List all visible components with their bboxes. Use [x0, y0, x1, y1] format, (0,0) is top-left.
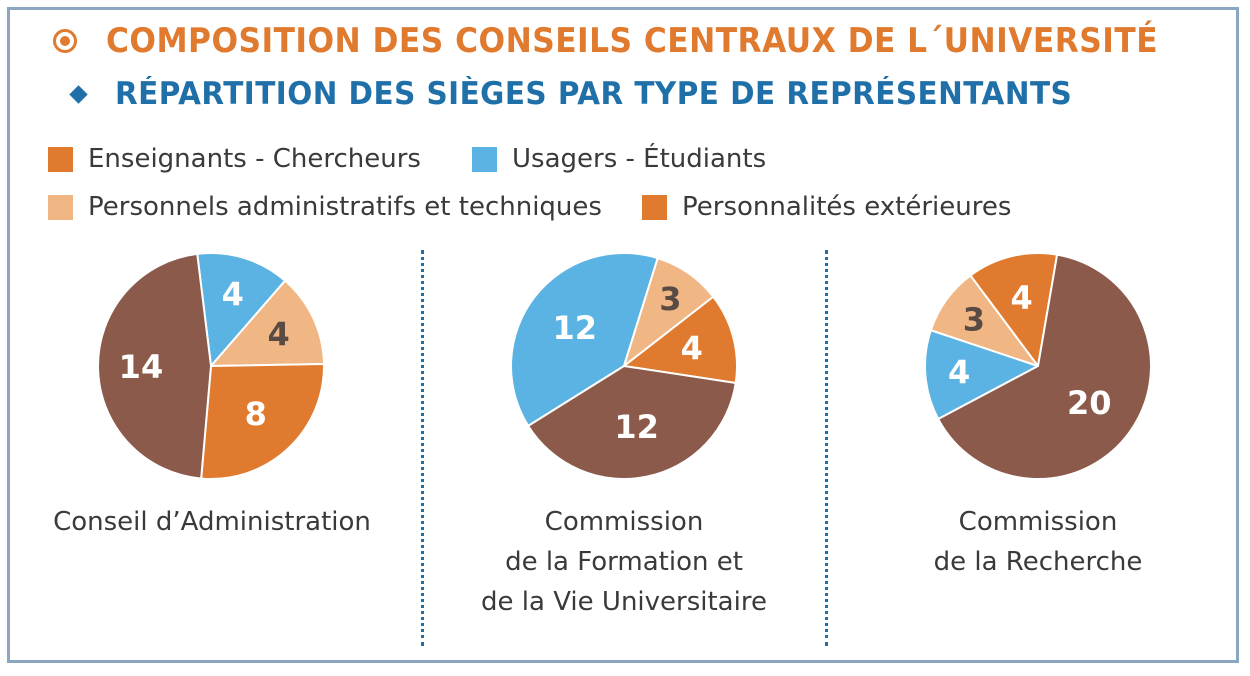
subtitle-row: RÉPARTITION DES SIÈGES PAR TYPE DE REPRÉ… — [69, 74, 1123, 114]
pie-chart-formation: 12 34 12 — [510, 252, 738, 480]
legend-item-usagers: Usagers - Étudiants — [472, 144, 766, 174]
pie-slice-value-label: 12 — [614, 408, 659, 446]
pie-slice-value-label: 3 — [659, 280, 681, 318]
pie-slice-value-label: 4 — [681, 329, 703, 367]
pie-slice — [969, 252, 1059, 369]
legend-item-enseignants: Enseignants - Chercheurs — [48, 144, 421, 174]
legend-label: Personnalités extérieures — [682, 192, 1012, 222]
pie-slice — [97, 252, 213, 480]
pie-caption-conseil-administration: Conseil d’Administration — [32, 502, 392, 542]
pie-caption-formation: Commission de la Formation et de la Vie … — [444, 502, 804, 622]
legend-item-personnalites: Personnalités extérieures — [642, 192, 1011, 222]
pie-caption-line: de la Formation et — [505, 547, 743, 577]
pie-caption-line: de la Recherche — [933, 547, 1143, 577]
chart-frame — [7, 7, 1239, 663]
divider-1 — [421, 250, 424, 646]
pie-slice — [200, 363, 325, 480]
legend-item-personnels: Personnels administratifs et techniques — [48, 192, 602, 222]
pie-caption-line: de la Vie Universitaire — [481, 587, 767, 617]
legend-label: Enseignants - Chercheurs — [88, 144, 421, 174]
pie-slice — [208, 279, 326, 368]
target-icon — [52, 28, 78, 54]
pie-caption-recherche: Commission de la Recherche — [858, 502, 1218, 582]
pie-slice — [936, 253, 1152, 480]
pie-caption-line: Conseil d’Administration — [53, 507, 371, 537]
pie-caption-line: Commission — [544, 507, 704, 537]
pie-slice-value-label: 12 — [553, 309, 598, 347]
pie-slice-value-label: 14 — [119, 348, 164, 386]
pie-slice — [196, 252, 287, 369]
page-title: COMPOSITION DES CONSEILS CENTRAUX DE L´U… — [106, 21, 1159, 61]
pie-slice-value-label: 20 — [1067, 384, 1112, 422]
pie-slice-value-label: 4 — [267, 315, 289, 353]
legend-label: Personnels administratifs et techniques — [88, 192, 602, 222]
pie-slice-value-label: 3 — [963, 301, 985, 339]
pie-slice — [510, 252, 659, 428]
pie-slice — [924, 328, 1041, 421]
legend-label: Usagers - Étudiants — [512, 144, 767, 174]
pie-slice — [526, 364, 737, 480]
pie-slice-value-label: 4 — [948, 354, 970, 392]
legend-swatch — [48, 194, 73, 220]
divider-2 — [825, 250, 828, 646]
title-row: COMPOSITION DES CONSEILS CENTRAUX DE L´U… — [52, 18, 1250, 64]
legend-swatch — [48, 146, 73, 172]
pie-slice-value-label: 8 — [245, 395, 267, 433]
pie-slice — [621, 295, 738, 385]
page-subtitle: RÉPARTITION DES SIÈGES PAR TYPE DE REPRÉ… — [115, 76, 1073, 112]
pie-slice-value-label: 4 — [1011, 279, 1033, 317]
pie-caption-line: Commission — [958, 507, 1118, 537]
legend-swatch — [642, 194, 667, 220]
pie-chart-conseil-administration: 44 8 14 — [97, 252, 326, 480]
legend-swatch — [472, 146, 497, 172]
pie-slice-value-label: 4 — [222, 276, 244, 314]
